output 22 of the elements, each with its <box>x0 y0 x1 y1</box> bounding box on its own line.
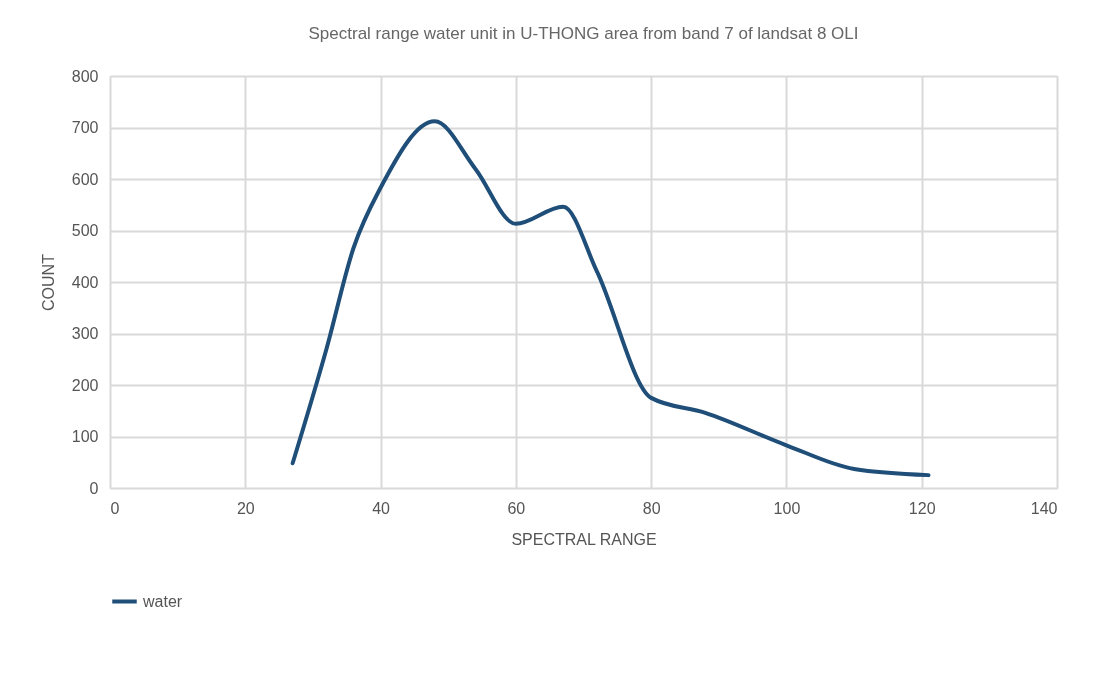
line-series <box>290 119 931 478</box>
y-tick-label: 700 <box>71 119 99 136</box>
y-tick-label: 300 <box>71 325 99 342</box>
y-tick-label: 600 <box>71 170 99 188</box>
chart-title: Spectral range water unit in U-THONG area from band 7 of landsat 8 OLI <box>308 24 859 43</box>
x-tick-label: 100 <box>773 499 801 517</box>
y-tick-label: 500 <box>71 222 99 239</box>
x-tick-label: 80 <box>642 499 661 517</box>
y-tick-label: 400 <box>71 273 99 291</box>
y-axis-title: COUNT <box>39 253 57 311</box>
x-axis-title: SPECTRAL RANGE <box>511 530 657 548</box>
legend-label: water <box>142 592 183 610</box>
x-tick-label: 120 <box>908 499 936 517</box>
y-tick-label: 200 <box>71 376 99 394</box>
x-tick-label: 0 <box>110 499 120 517</box>
x-tick-label: 60 <box>507 499 526 517</box>
x-tick-label: 140 <box>1030 499 1058 517</box>
x-tick-label: 20 <box>236 499 255 517</box>
y-tick-label: 100 <box>71 428 99 445</box>
x-tick-label: 40 <box>372 499 391 517</box>
y-tick-label: 0 <box>89 479 99 497</box>
y-tick-label: 800 <box>71 67 99 85</box>
